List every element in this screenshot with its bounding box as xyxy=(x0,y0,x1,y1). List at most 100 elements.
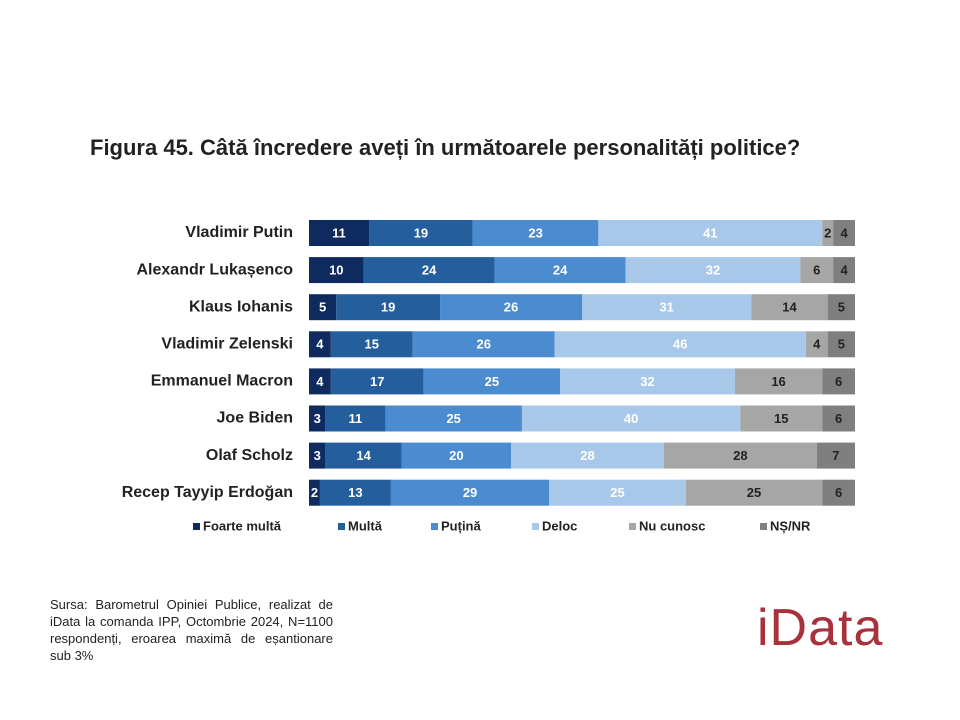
category-label: Recep Tayyip Erdoğan xyxy=(122,484,293,501)
legend-label: Nu cunosc xyxy=(639,518,705,533)
value-label: 25 xyxy=(747,485,761,500)
logo: iData xyxy=(757,599,884,657)
bar-segment xyxy=(412,331,555,358)
bar-segment xyxy=(521,405,741,432)
bar-segment xyxy=(740,405,823,432)
value-label: 46 xyxy=(673,337,687,352)
bar-segment xyxy=(822,479,855,506)
legend-swatch xyxy=(532,523,539,530)
category-label: Vladimir Zelenski xyxy=(161,336,293,353)
value-label: 20 xyxy=(449,448,463,463)
category-label: Vladimir Putin xyxy=(185,224,293,241)
bar-segment xyxy=(401,442,512,469)
value-label: 2 xyxy=(824,225,831,240)
bar-segment xyxy=(390,479,550,506)
value-label: 28 xyxy=(733,448,747,463)
value-label: 4 xyxy=(316,337,324,352)
bar-segment xyxy=(751,294,828,321)
bar-segment xyxy=(816,442,855,469)
value-label: 5 xyxy=(319,300,326,315)
category-label: Klaus Iohanis xyxy=(189,298,293,315)
bar-segment xyxy=(309,331,331,358)
bar-segment xyxy=(309,368,331,395)
bar-segment xyxy=(369,220,473,246)
legend-swatch xyxy=(431,523,438,530)
value-label: 6 xyxy=(813,263,820,278)
bar-segment xyxy=(319,479,391,506)
value-label: 26 xyxy=(476,337,490,352)
value-label: 4 xyxy=(316,374,324,389)
bar-segment xyxy=(582,294,752,321)
bar-segment xyxy=(511,442,664,469)
bar-segment xyxy=(805,331,828,358)
category-label: Emmanuel Macron xyxy=(151,373,293,390)
bar-segment xyxy=(309,294,337,321)
bar-segment xyxy=(822,220,834,246)
value-label: 23 xyxy=(528,225,542,240)
category-label: Joe Biden xyxy=(217,410,293,427)
value-label: 32 xyxy=(706,263,720,278)
value-label: 5 xyxy=(838,300,845,315)
bar-segment xyxy=(663,442,817,469)
legend-swatch xyxy=(193,523,200,530)
legend-label: Puțină xyxy=(441,518,481,533)
bar-segment xyxy=(494,257,626,284)
value-label: 14 xyxy=(356,448,371,463)
bar-segment xyxy=(309,405,326,432)
value-label: 7 xyxy=(832,448,839,463)
value-label: 25 xyxy=(610,485,624,500)
category-label: Olaf Scholz xyxy=(206,447,293,464)
legend-swatch xyxy=(338,523,345,530)
value-label: 16 xyxy=(771,374,785,389)
value-label: 6 xyxy=(835,411,842,426)
value-label: 10 xyxy=(329,263,343,278)
bar-segment xyxy=(560,368,735,395)
value-label: 29 xyxy=(463,485,477,500)
bar-segment xyxy=(472,220,599,246)
source-note: Sursa: Barometrul Opiniei Publice, reali… xyxy=(50,597,333,663)
value-label: 32 xyxy=(640,374,654,389)
bar-segment xyxy=(309,257,364,284)
value-label: 25 xyxy=(485,374,499,389)
value-label: 19 xyxy=(381,300,395,315)
value-label: 5 xyxy=(838,337,845,352)
legend-swatch xyxy=(629,523,636,530)
bar-segment xyxy=(325,442,402,469)
bar-segment xyxy=(309,442,326,469)
bar-segment xyxy=(822,368,855,395)
value-label: 17 xyxy=(370,374,384,389)
bar-segment xyxy=(685,479,823,506)
value-label: 4 xyxy=(840,225,848,240)
legend-label: Deloc xyxy=(542,518,577,533)
value-label: 4 xyxy=(840,263,848,278)
legend-swatch xyxy=(760,523,767,530)
bar-segment xyxy=(440,294,582,321)
value-label: 11 xyxy=(349,411,363,426)
value-label: 19 xyxy=(414,225,428,240)
value-label: 40 xyxy=(624,411,638,426)
value-label: 28 xyxy=(580,448,594,463)
value-label: 31 xyxy=(659,300,673,315)
value-label: 11 xyxy=(332,225,346,240)
bar-segment xyxy=(625,257,801,284)
value-label: 41 xyxy=(703,225,717,240)
value-label: 3 xyxy=(314,448,321,463)
bar-segment xyxy=(833,220,855,246)
bar-segment xyxy=(423,368,561,395)
bar-segment xyxy=(827,294,855,321)
value-label: 26 xyxy=(504,300,518,315)
bar-segment xyxy=(325,405,386,432)
bar-segment xyxy=(734,368,823,395)
value-label: 3 xyxy=(314,411,321,426)
bar-segment xyxy=(330,331,413,358)
legend-label: NȘ/NR xyxy=(770,518,811,533)
value-label: 15 xyxy=(365,337,379,352)
bar-segment xyxy=(833,257,855,284)
bar-segment xyxy=(309,479,320,506)
bar-segment xyxy=(598,220,823,246)
bar-segment xyxy=(822,405,855,432)
bar-segment xyxy=(549,479,686,506)
legend-label: Foarte multă xyxy=(203,518,282,533)
